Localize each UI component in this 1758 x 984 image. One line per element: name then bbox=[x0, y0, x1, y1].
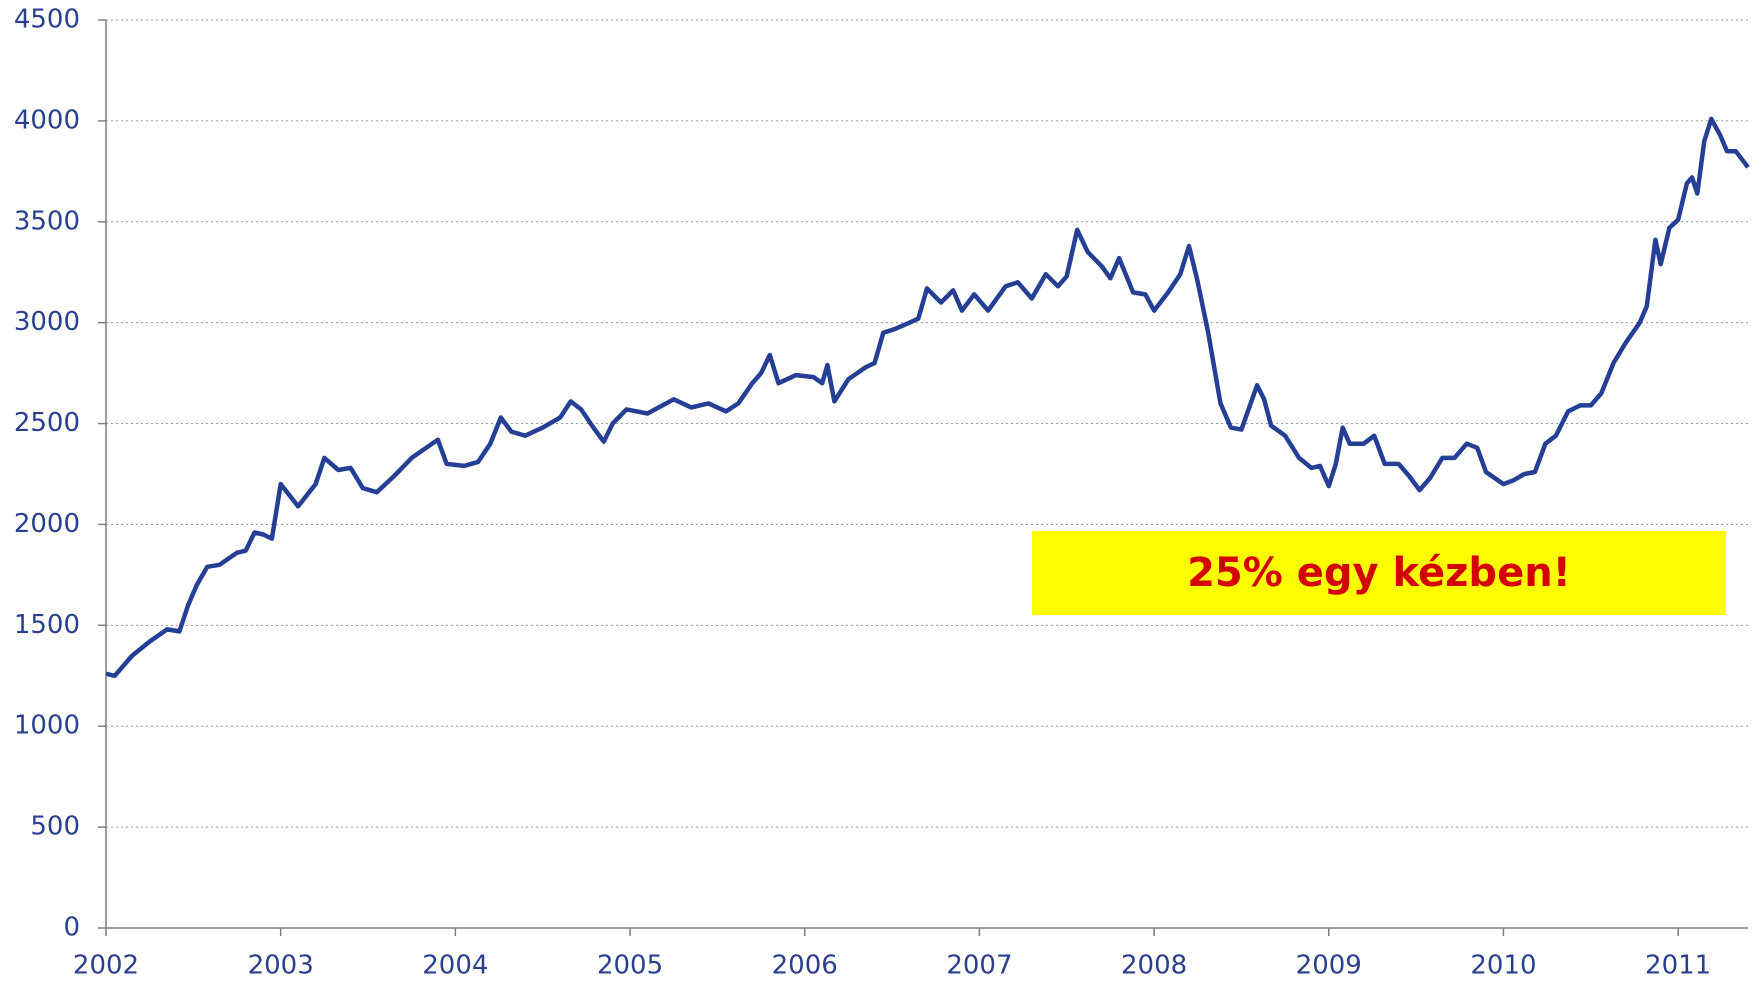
x-tick-label: 2002 bbox=[73, 951, 139, 981]
x-tick-label: 2006 bbox=[772, 951, 838, 981]
line-series bbox=[105, 116, 1750, 679]
y-tick-label: 3000 bbox=[14, 307, 80, 337]
y-tick-label: 0 bbox=[63, 913, 80, 943]
x-tick-label: 2007 bbox=[946, 951, 1012, 981]
annotation-box bbox=[1032, 531, 1726, 615]
y-tick-label: 3500 bbox=[14, 206, 80, 236]
x-tick-label: 2005 bbox=[597, 951, 663, 981]
annotation: 25% egy kézben! bbox=[1187, 550, 1571, 596]
x-tick-label: 2011 bbox=[1645, 951, 1711, 981]
x-tick-label: 2008 bbox=[1121, 951, 1187, 981]
y-tick-label: 1000 bbox=[14, 711, 80, 741]
y-tick-label: 2500 bbox=[14, 408, 80, 438]
x-tick-label: 2009 bbox=[1296, 951, 1362, 981]
y-tick-label: 2000 bbox=[14, 509, 80, 539]
x-tick-label: 2004 bbox=[422, 951, 488, 981]
x-tick-label: 2003 bbox=[248, 951, 314, 981]
y-tick-label: 4500 bbox=[14, 5, 80, 35]
y-tick-label: 1500 bbox=[14, 610, 80, 640]
y-tick-label: 500 bbox=[30, 812, 80, 842]
y-tick-label: 4000 bbox=[14, 105, 80, 135]
x-tick-label: 2010 bbox=[1470, 951, 1536, 981]
